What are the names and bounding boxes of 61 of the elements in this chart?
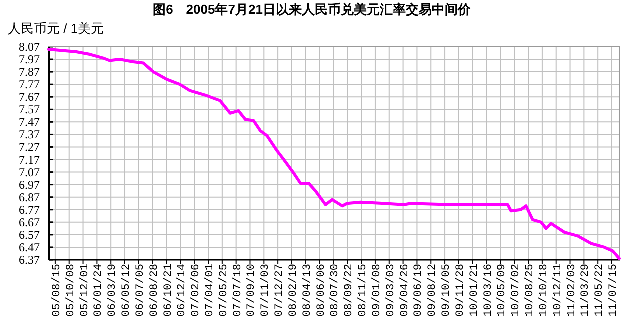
x-tick-label: 08/06/06	[316, 264, 328, 317]
x-tick-label: 11/05/22	[594, 264, 606, 317]
y-tick-label: 7.17	[19, 152, 40, 167]
y-tick-label: 6.87	[19, 190, 40, 204]
x-tick-label: 08/11/15	[358, 264, 370, 317]
x-tick-label: 11/07/15	[608, 264, 620, 317]
x-tick-label: 06/08/28	[148, 264, 161, 317]
x-tick-label: 10/08/25	[524, 264, 537, 317]
y-tick-label: 7.27	[19, 140, 40, 154]
x-tick-label: 10/05/09	[496, 264, 509, 317]
x-tick-label: 06/03/19	[107, 264, 120, 317]
x-tick-label: 05/08/15	[51, 264, 64, 317]
x-tick-label: 10/01/21	[468, 264, 481, 317]
y-tick-label: 7.87	[19, 65, 40, 80]
x-tick-label: 09/10/05	[441, 264, 454, 317]
x-tick-label: 06/12/14	[176, 264, 189, 317]
y-tick-label: 6.97	[19, 178, 40, 192]
x-tick-label: 10/12/11	[552, 264, 564, 317]
x-tick-label: 07/02/06	[190, 264, 203, 317]
x-tick-label: 09/06/19	[413, 264, 426, 317]
x-tick-label: 07/05/25	[218, 264, 230, 317]
y-axis-title: 人民币元 / 1美元	[8, 21, 104, 36]
x-tick-label: 09/11/28	[454, 264, 467, 317]
x-tick-label: 08/02/19	[288, 264, 300, 317]
x-tick-label: 06/01/24	[93, 264, 106, 317]
x-tick-label: 10/03/16	[482, 264, 495, 317]
x-tick-label: 07/09/10	[246, 264, 258, 317]
y-tick-label: 6.67	[19, 215, 40, 230]
x-tick-label: 08/07/30	[330, 264, 342, 317]
y-tick-label: 7.07	[19, 165, 40, 180]
x-tick-label: 09/04/26	[399, 264, 412, 317]
x-tick-label: 08/04/13	[302, 264, 314, 317]
y-tick-label: 7.47	[19, 115, 40, 130]
y-tick-label: 6.77	[19, 202, 40, 217]
y-tick-label: 6.47	[19, 240, 40, 254]
x-tick-label: 07/04/01	[204, 264, 216, 317]
x-tick-label: 07/11/03	[260, 264, 272, 317]
x-tick-label: 11/03/29	[580, 264, 592, 317]
x-tick-label: 05/10/08	[65, 264, 78, 317]
x-tick-label: 09/08/12	[427, 264, 440, 317]
y-tick-label: 7.57	[19, 102, 40, 117]
y-tick-label: 7.97	[19, 52, 40, 67]
x-tick-label: 09/03/03	[385, 264, 398, 317]
y-tick-label: 6.37	[19, 253, 40, 267]
x-tick-label: 10/07/02	[510, 264, 523, 317]
chart-title: 图6 2005年7月21日以来人民币兑美元汇率交易中间价	[153, 2, 472, 17]
x-tick-label: 09/01/08	[371, 264, 384, 317]
x-tick-label: 07/07/18	[232, 264, 244, 317]
x-tick-label: 10/10/18	[538, 264, 550, 317]
x-tick-label: 06/05/12	[121, 264, 134, 317]
y-tick-label: 6.57	[19, 228, 40, 242]
y-tick-label: 7.37	[19, 128, 40, 142]
x-tick-label: 05/12/01	[79, 264, 92, 317]
y-tick-label: 8.07	[19, 40, 40, 54]
y-tick-label: 7.77	[19, 78, 40, 92]
x-tick-label: 06/07/05	[134, 264, 147, 317]
x-tick-label: 08/09/22	[344, 264, 356, 317]
x-tick-label: 07/12/27	[274, 264, 286, 317]
y-tick-label: 7.67	[19, 90, 40, 104]
x-tick-label: 11/02/03	[566, 264, 578, 317]
x-tick-label: 06/10/21	[162, 264, 175, 317]
